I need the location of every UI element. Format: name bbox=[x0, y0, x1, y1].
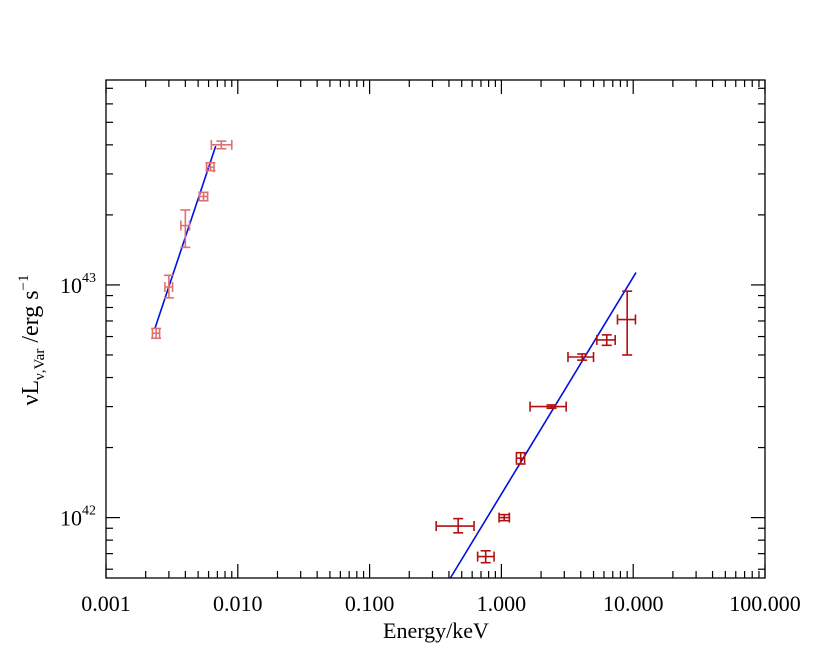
y-axis-label-unit: /erg s bbox=[18, 290, 44, 348]
y-tick-label-base: 10 bbox=[60, 506, 82, 531]
data-point-s2-8 bbox=[616, 290, 637, 356]
data-point-s1-2 bbox=[163, 274, 174, 299]
x-tick-label: 1.000 bbox=[477, 591, 527, 616]
data-point-s1-1 bbox=[151, 327, 162, 340]
x-tick-label: 0.100 bbox=[345, 591, 395, 616]
y-tick-label-exponent: 43 bbox=[82, 271, 96, 286]
y-tick-label: 1042 bbox=[60, 504, 96, 531]
x-tick-label: 0.010 bbox=[213, 591, 263, 616]
y-tick-label-exponent: 42 bbox=[82, 504, 96, 519]
axes-layer: 0.001 0.010 0.100 1.000 10.000 100.0001042104… bbox=[60, 79, 801, 616]
fit-line-2 bbox=[449, 272, 637, 579]
data-points-layer bbox=[151, 139, 637, 564]
y-axis-label-sub: ν,Var bbox=[32, 349, 48, 380]
y-tick-label-base: 10 bbox=[60, 273, 82, 298]
data-point-s1-4 bbox=[198, 191, 209, 202]
data-point-s2-5 bbox=[529, 401, 567, 412]
data-point-s2-2 bbox=[476, 549, 495, 564]
fit-lines-layer bbox=[154, 145, 637, 579]
plot-frame bbox=[105, 79, 766, 579]
data-point-s1-5 bbox=[205, 161, 216, 173]
labels-layer: Energy/keV νLν,Var /erg s−1 bbox=[16, 274, 489, 643]
y-axis-label: νLν,Var /erg s−1 bbox=[16, 274, 48, 405]
y-axis-label-sup: −1 bbox=[16, 274, 32, 290]
data-point-s2-1 bbox=[435, 517, 475, 534]
data-point-s2-7 bbox=[596, 334, 616, 347]
y-axis-label-main: νL bbox=[18, 380, 44, 406]
data-point-s2-4 bbox=[515, 451, 526, 465]
data-point-s1-3 bbox=[180, 209, 191, 249]
y-tick-label: 1043 bbox=[60, 271, 96, 298]
data-point-s2-3 bbox=[498, 512, 511, 523]
x-tick-label: 10.000 bbox=[603, 591, 664, 616]
x-tick-label: 100.000 bbox=[729, 591, 801, 616]
data-point-s1-6 bbox=[210, 139, 233, 150]
data-point-s2-6 bbox=[567, 352, 595, 363]
x-axis-label: Energy/keV bbox=[383, 618, 489, 643]
x-tick-label: 0.001 bbox=[81, 591, 131, 616]
